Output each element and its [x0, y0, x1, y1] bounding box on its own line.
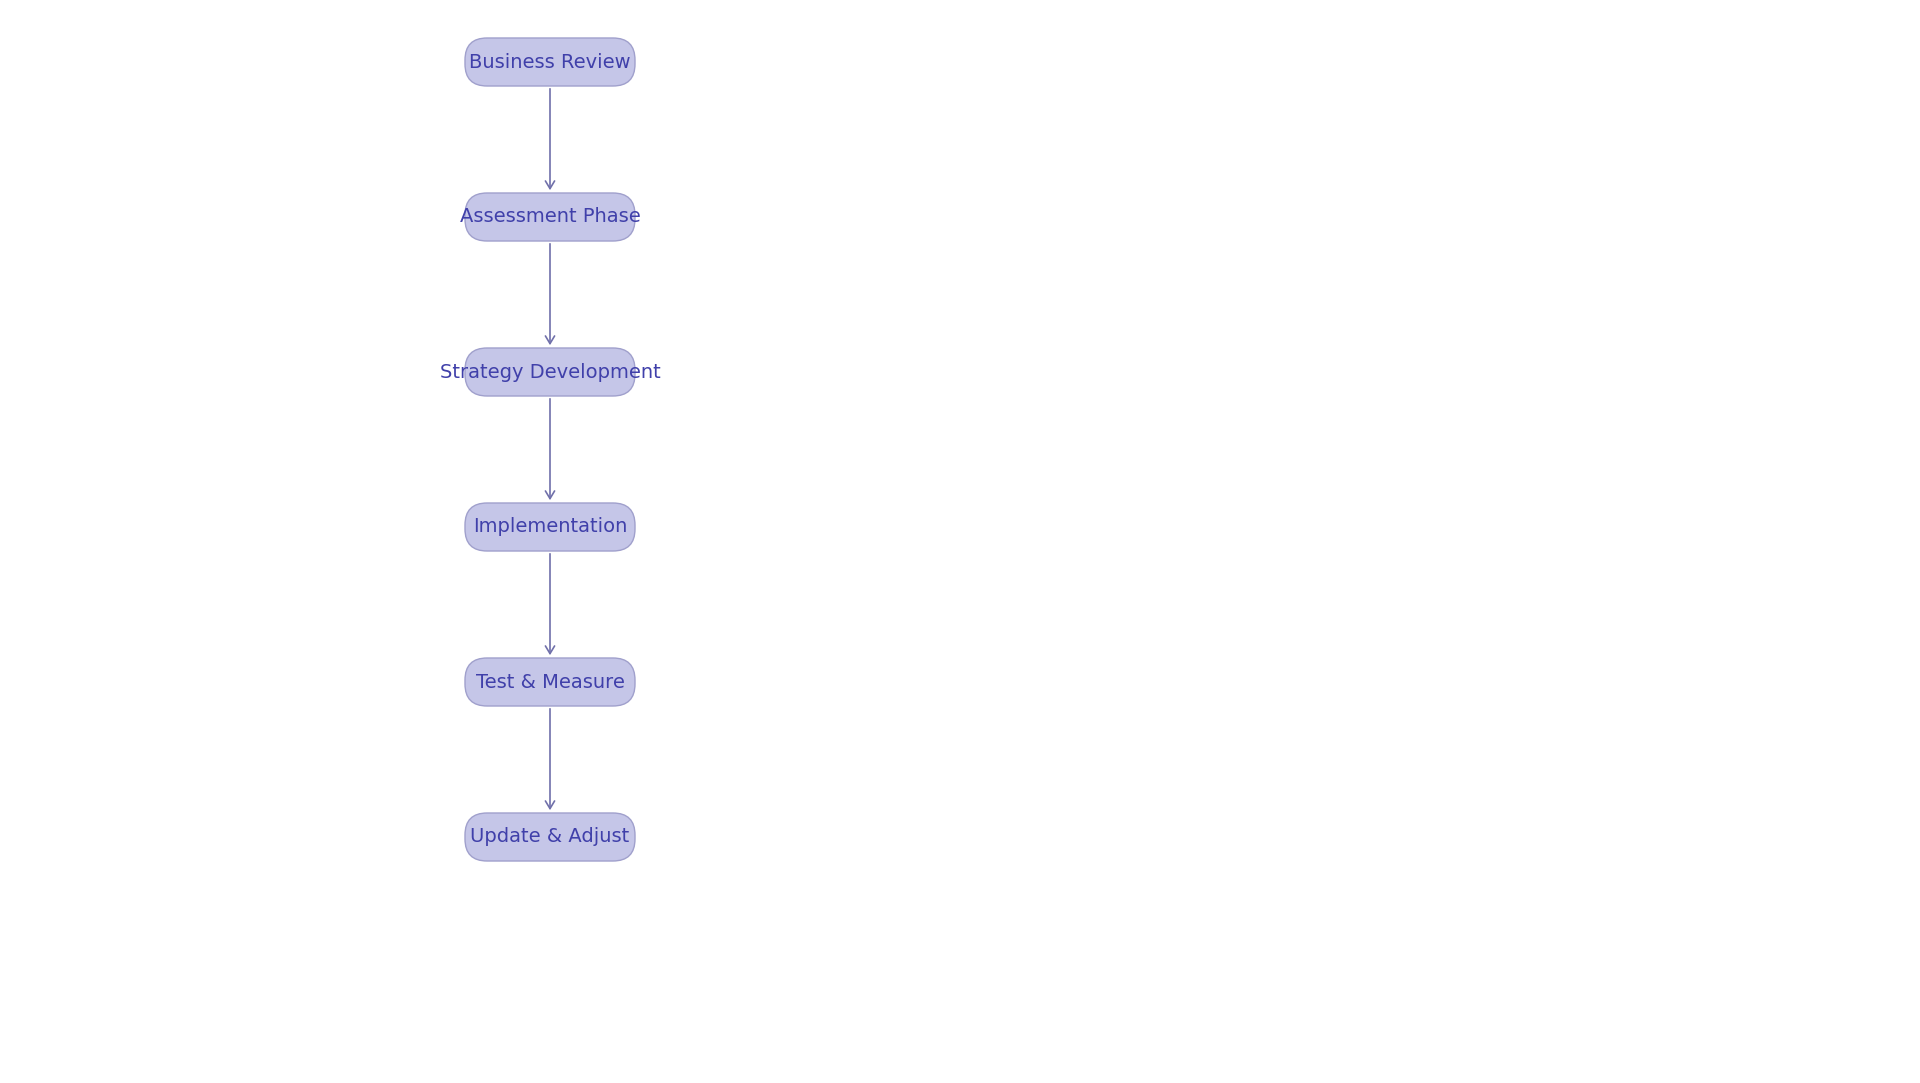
Text: Assessment Phase: Assessment Phase [459, 208, 641, 226]
Text: Implementation: Implementation [472, 518, 628, 536]
FancyBboxPatch shape [465, 658, 636, 706]
FancyBboxPatch shape [465, 348, 636, 396]
Text: Strategy Development: Strategy Development [440, 363, 660, 381]
FancyBboxPatch shape [465, 813, 636, 861]
FancyBboxPatch shape [465, 193, 636, 242]
FancyBboxPatch shape [465, 503, 636, 551]
Text: Test & Measure: Test & Measure [476, 673, 624, 692]
Text: Update & Adjust: Update & Adjust [470, 827, 630, 847]
FancyBboxPatch shape [465, 38, 636, 86]
Text: Business Review: Business Review [468, 52, 632, 71]
